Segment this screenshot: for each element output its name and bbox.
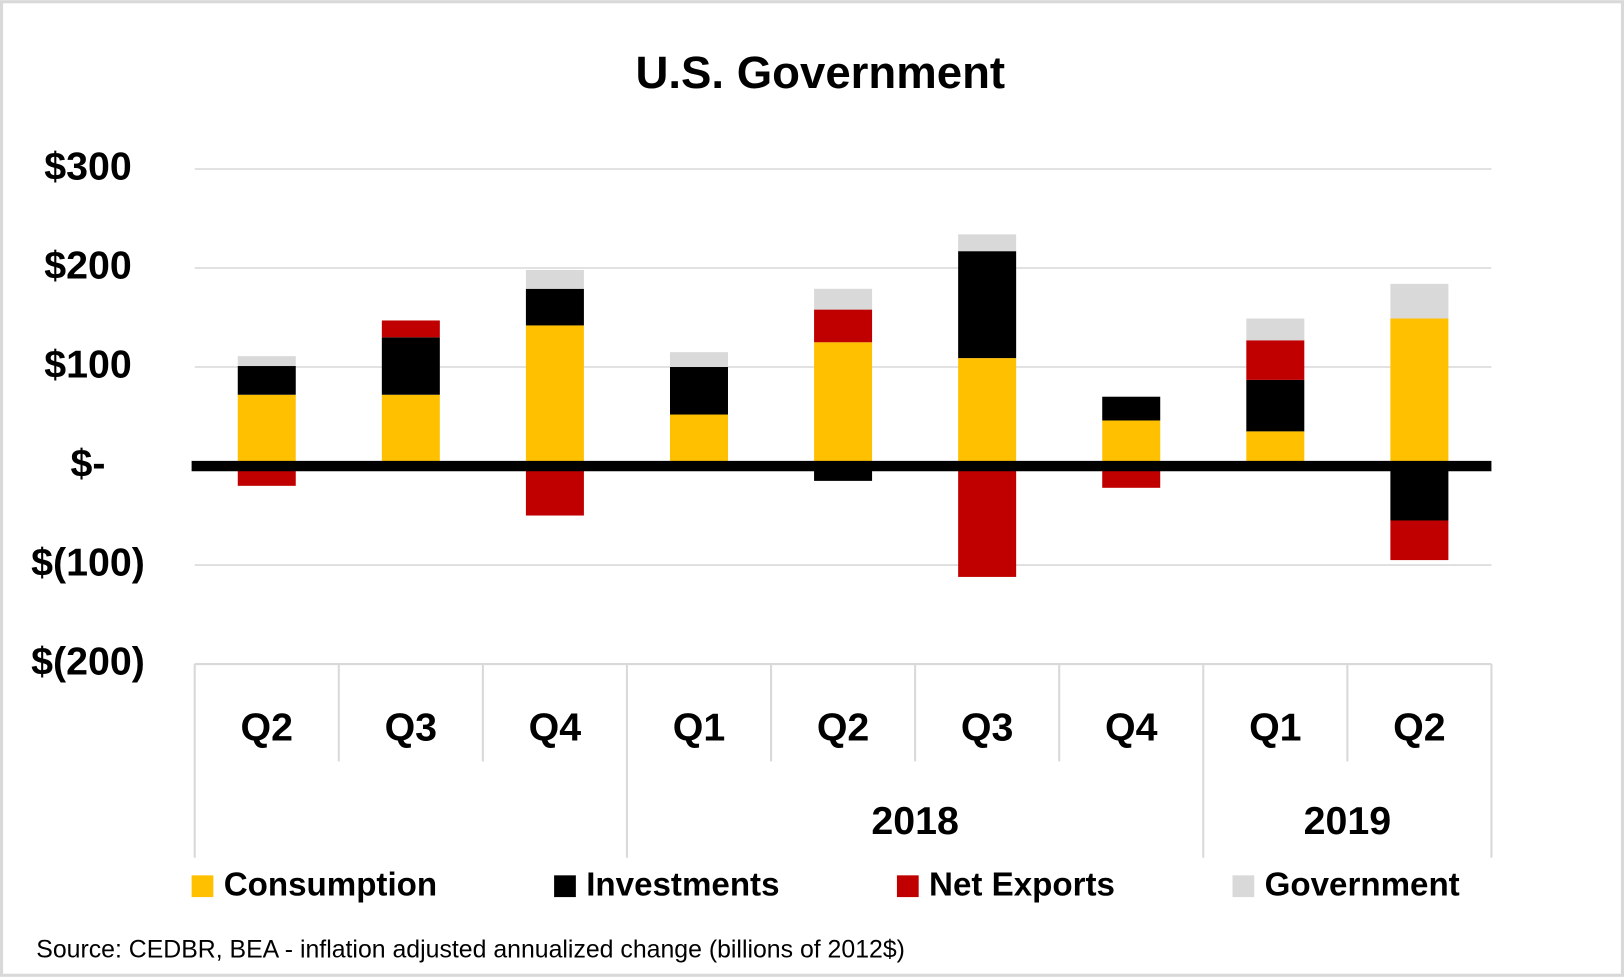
bar-segment <box>1246 431 1305 467</box>
x-tick-label: Q3 <box>385 706 437 750</box>
legend-swatch <box>554 875 576 898</box>
source-note: Source: CEDBR, BEA - inflation adjusted … <box>36 937 905 964</box>
bar-segment <box>525 269 584 289</box>
bar-segment <box>1102 420 1161 467</box>
bar-segment <box>1246 340 1305 380</box>
bar-segment <box>525 466 584 516</box>
bar-segment <box>237 394 296 467</box>
legend-label: Investments <box>586 866 779 903</box>
bar-segment <box>958 234 1017 252</box>
y-tick-label: $(100) <box>31 540 145 584</box>
bar-segment <box>237 366 296 395</box>
bar-segment <box>1102 466 1161 488</box>
y-tick-label: $100 <box>44 342 132 386</box>
bar-segment <box>669 414 728 467</box>
x-tick-label: Q4 <box>1105 706 1158 750</box>
x-tick-label: Q3 <box>961 706 1013 750</box>
x-tick-label: Q1 <box>1249 706 1301 750</box>
legend-label: Consumption <box>224 866 437 903</box>
bar-segment <box>1390 283 1449 319</box>
bar-segment <box>958 358 1017 467</box>
group-label: 2018 <box>871 799 959 843</box>
legend-swatch <box>1232 875 1255 898</box>
bar-segment <box>958 251 1017 359</box>
x-tick-label: Q4 <box>529 706 582 750</box>
bar-segment <box>958 466 1017 577</box>
x-tick-label: Q1 <box>673 706 725 750</box>
bar-segment <box>814 309 873 343</box>
x-tick-label: Q2 <box>241 706 293 750</box>
y-tick-label: $- <box>71 441 106 485</box>
bar-segment <box>381 394 440 467</box>
x-tick-label: Q2 <box>1393 706 1445 750</box>
chart-title: U.S. Government <box>635 47 1005 98</box>
bar-segment <box>525 325 584 467</box>
legend-swatch <box>191 875 214 898</box>
bar-segment <box>237 356 296 367</box>
group-label: 2019 <box>1304 799 1392 843</box>
bar-segment <box>1390 318 1449 467</box>
bar-segment <box>814 288 873 310</box>
legend-label: Net Exports <box>929 866 1115 903</box>
bar-segment <box>525 288 584 326</box>
bar-segment <box>1102 396 1161 421</box>
legend-swatch <box>896 875 919 898</box>
x-tick-label: Q2 <box>817 706 869 750</box>
bar-segment <box>669 367 728 415</box>
bar-segment <box>1246 318 1305 341</box>
bar-segment <box>669 352 728 368</box>
y-tick-label: $300 <box>44 144 132 188</box>
bar-segment <box>381 320 440 338</box>
y-tick-label: $(200) <box>31 639 145 683</box>
y-tick-label: $200 <box>44 243 132 287</box>
bar-segment <box>814 342 873 467</box>
bar-segment <box>1390 466 1449 521</box>
bar-segment <box>1390 520 1449 561</box>
bar-segment <box>1246 379 1305 432</box>
bar-segment <box>381 337 440 395</box>
legend-label: Government <box>1265 866 1460 903</box>
